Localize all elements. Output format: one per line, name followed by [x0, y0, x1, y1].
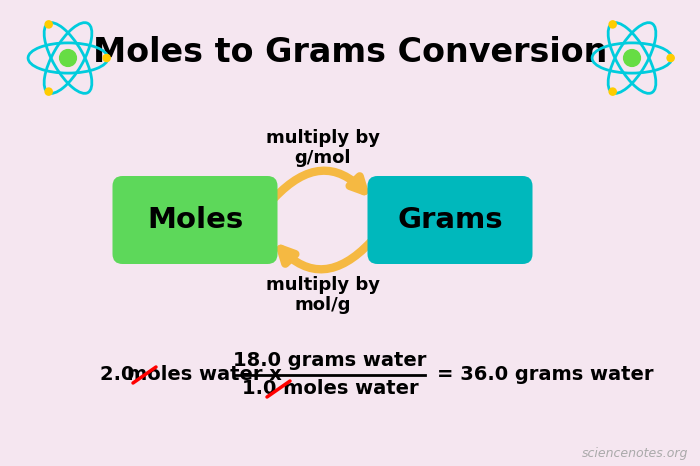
Circle shape [45, 21, 52, 28]
Circle shape [609, 88, 616, 95]
Text: 2.0: 2.0 [100, 365, 141, 384]
Circle shape [103, 55, 110, 62]
Text: Moles: Moles [147, 206, 243, 234]
Text: sciencenotes.org: sciencenotes.org [582, 446, 688, 459]
FancyArrowPatch shape [281, 242, 370, 269]
Circle shape [624, 49, 641, 66]
Circle shape [609, 21, 616, 28]
Text: = 36.0 grams water: = 36.0 grams water [437, 365, 654, 384]
FancyBboxPatch shape [113, 176, 277, 264]
Text: 18.0 grams water: 18.0 grams water [233, 351, 427, 370]
Circle shape [45, 88, 52, 95]
Text: multiply by
g/mol: multiply by g/mol [265, 129, 379, 167]
Text: Grams: Grams [397, 206, 503, 234]
Text: Moles to Grams Conversion: Moles to Grams Conversion [93, 35, 607, 69]
Text: 1.0 moles water: 1.0 moles water [241, 379, 419, 398]
Text: multiply by
mol/g: multiply by mol/g [265, 275, 379, 315]
FancyBboxPatch shape [368, 176, 533, 264]
Text: moles water x: moles water x [127, 365, 282, 384]
Circle shape [667, 55, 674, 62]
FancyArrowPatch shape [274, 171, 364, 198]
Circle shape [60, 49, 76, 66]
